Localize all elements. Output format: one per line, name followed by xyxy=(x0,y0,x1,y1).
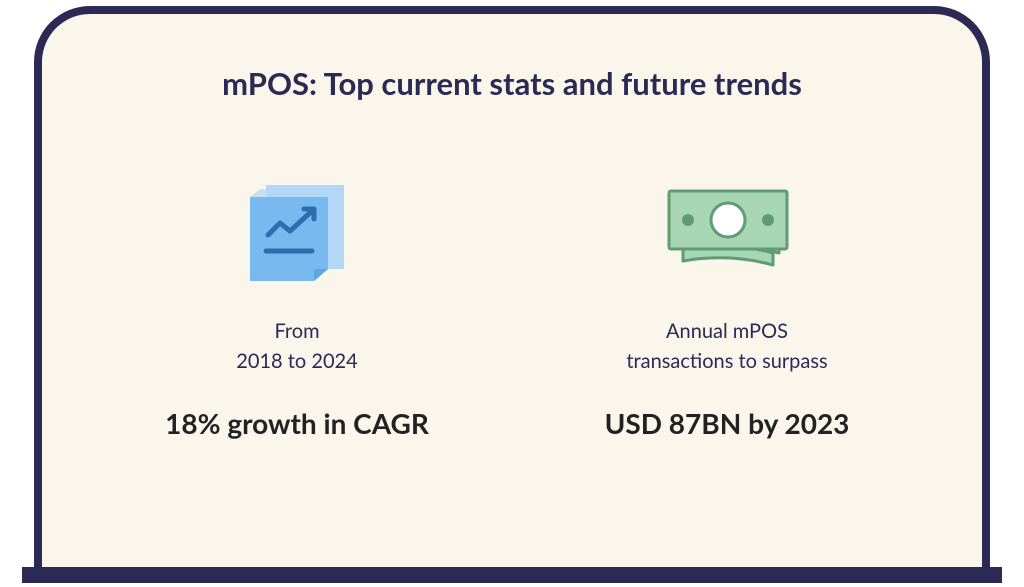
page-title: mPOS: Top current stats and future trend… xyxy=(222,64,802,102)
stat-transactions-main: USD 87BN by 2023 xyxy=(605,406,850,440)
stat-cagr-main: 18% growth in CAGR xyxy=(165,406,429,440)
stats-row: From2018 to 2024 18% growth in CAGR xyxy=(82,166,942,440)
infographic-frame: mPOS: Top current stats and future trend… xyxy=(34,6,990,576)
stat-cagr-subtext: From2018 to 2024 xyxy=(236,316,358,376)
stat-cagr: From2018 to 2024 18% growth in CAGR xyxy=(107,166,487,440)
stat-transactions-subtext: Annual mPOStransactions to surpass xyxy=(626,316,827,376)
chart-report-icon xyxy=(232,166,362,296)
cash-bills-icon xyxy=(647,166,807,296)
content-area: mPOS: Top current stats and future trend… xyxy=(42,14,982,440)
frame-base-bar xyxy=(22,567,1002,583)
stat-transactions: Annual mPOStransactions to surpass USD 8… xyxy=(537,166,917,440)
